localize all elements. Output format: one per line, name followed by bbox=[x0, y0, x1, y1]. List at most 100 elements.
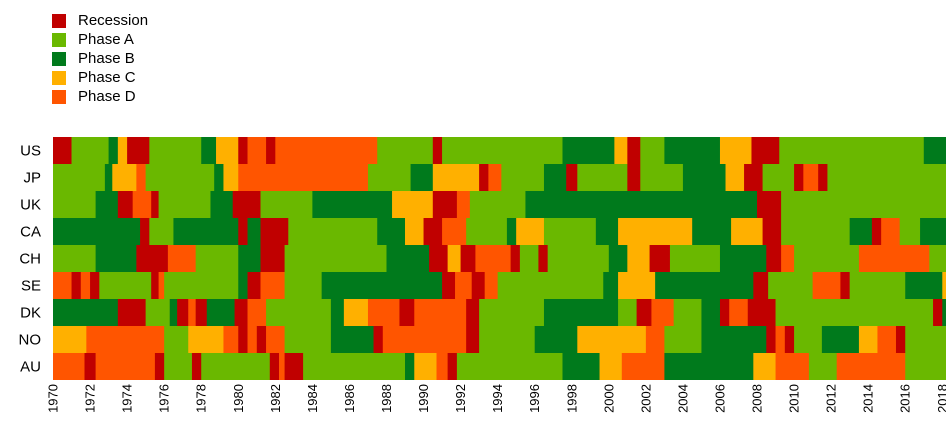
heatmap-cell bbox=[720, 299, 730, 326]
heatmap-cell bbox=[433, 137, 443, 164]
x-tick-label: 1994 bbox=[490, 384, 505, 413]
heatmap-cell bbox=[118, 137, 128, 164]
heatmap-cell bbox=[603, 272, 618, 299]
heatmap-cell bbox=[488, 164, 501, 191]
heatmap-cell bbox=[457, 353, 563, 380]
heatmap-cell bbox=[618, 272, 655, 299]
heatmap-cell bbox=[511, 245, 521, 272]
x-tick-label: 1978 bbox=[194, 384, 209, 413]
heatmap-cell bbox=[285, 326, 332, 353]
heatmap-row: SE bbox=[21, 272, 946, 299]
heatmap-cell bbox=[53, 137, 72, 164]
x-tick-label: 2018 bbox=[935, 384, 946, 413]
heatmap-cell bbox=[751, 137, 779, 164]
heatmap-cell bbox=[766, 245, 781, 272]
heatmap-cell bbox=[96, 245, 137, 272]
heatmap-cell bbox=[538, 245, 548, 272]
heatmap-cell bbox=[466, 218, 507, 245]
heatmap-cell bbox=[127, 137, 150, 164]
heatmap-cell bbox=[233, 191, 261, 218]
heatmap-row: DK bbox=[20, 299, 946, 326]
heatmap-cell bbox=[238, 272, 248, 299]
heatmap-cell bbox=[472, 272, 485, 299]
heatmap-cell bbox=[763, 164, 795, 191]
heatmap-cell bbox=[776, 353, 810, 380]
x-tick-label: 1982 bbox=[268, 384, 283, 413]
heatmap-cell bbox=[600, 353, 623, 380]
heatmap-cell bbox=[275, 137, 377, 164]
heatmap-cell bbox=[433, 164, 480, 191]
heatmap-cell bbox=[136, 245, 168, 272]
heatmap-cell bbox=[85, 353, 97, 380]
heatmap-cell bbox=[261, 272, 285, 299]
heatmap-cell bbox=[170, 299, 178, 326]
heatmap-cell bbox=[794, 245, 859, 272]
x-tick-label: 1986 bbox=[342, 384, 357, 413]
heatmap-cell bbox=[386, 245, 429, 272]
x-tick-label: 2002 bbox=[638, 384, 653, 413]
heatmap-cell bbox=[374, 326, 384, 353]
heatmap-cell bbox=[442, 272, 455, 299]
heatmap-cell bbox=[877, 326, 896, 353]
heatmap-cell bbox=[238, 137, 248, 164]
heatmap-row: US bbox=[20, 137, 946, 164]
heatmap-row: CH bbox=[19, 245, 946, 272]
heatmap-cell bbox=[196, 299, 208, 326]
heatmap-cell bbox=[525, 191, 757, 218]
heatmap-cell bbox=[261, 245, 285, 272]
heatmap-cell bbox=[896, 326, 906, 353]
x-tick-label: 1974 bbox=[120, 384, 135, 413]
heatmap-cell bbox=[312, 191, 392, 218]
row-label: DK bbox=[20, 305, 41, 322]
heatmap-cell bbox=[779, 137, 924, 164]
heatmap-cell bbox=[646, 326, 665, 353]
heatmap-cell bbox=[837, 353, 906, 380]
heatmap-cell bbox=[640, 164, 683, 191]
heatmap-cell bbox=[164, 353, 192, 380]
heatmap-cell bbox=[223, 164, 238, 191]
x-tick-label: 1990 bbox=[416, 384, 431, 413]
heatmap-cell bbox=[753, 353, 776, 380]
heatmap-cell bbox=[942, 299, 946, 326]
heatmap-cell bbox=[448, 353, 458, 380]
heatmap-cell bbox=[433, 191, 457, 218]
heatmap-cell bbox=[766, 326, 776, 353]
heatmap-cell bbox=[414, 299, 466, 326]
heatmap-cell bbox=[701, 299, 720, 326]
heatmap-cell bbox=[664, 326, 701, 353]
heatmap-cell bbox=[933, 299, 943, 326]
heatmap-cell bbox=[53, 353, 85, 380]
heatmap-cell bbox=[548, 245, 610, 272]
heatmap-cell bbox=[785, 326, 795, 353]
heatmap-cell bbox=[192, 353, 202, 380]
heatmap-cell bbox=[457, 191, 470, 218]
x-tick-label: 2000 bbox=[601, 384, 616, 413]
heatmap-cell bbox=[776, 326, 786, 353]
heatmap-cell bbox=[188, 299, 196, 326]
heatmap-row: NO bbox=[19, 326, 946, 353]
heatmap-cell bbox=[173, 218, 238, 245]
heatmap-cell bbox=[562, 353, 599, 380]
heatmap-cell bbox=[238, 164, 368, 191]
heatmap-cell bbox=[105, 164, 113, 191]
heatmap-cell bbox=[781, 191, 946, 218]
heatmap-cell bbox=[146, 164, 215, 191]
heatmap-cell bbox=[414, 353, 437, 380]
heatmap-row: CA bbox=[20, 218, 946, 245]
heatmap-cell bbox=[803, 164, 818, 191]
heatmap-cell bbox=[442, 137, 563, 164]
heatmap-cell bbox=[720, 137, 752, 164]
heatmap-cell bbox=[53, 299, 118, 326]
heatmap-cell bbox=[146, 299, 170, 326]
heatmap-cell bbox=[248, 272, 261, 299]
heatmap-cell bbox=[188, 326, 224, 353]
heatmap-cell bbox=[322, 272, 443, 299]
heatmap-row: AU bbox=[20, 353, 946, 380]
heatmap-cell bbox=[399, 299, 414, 326]
heatmap-cell bbox=[618, 299, 637, 326]
heatmap-cell bbox=[466, 326, 479, 353]
heatmap-cell bbox=[776, 299, 934, 326]
heatmap-cell bbox=[53, 272, 72, 299]
heatmap-cell bbox=[53, 245, 96, 272]
row-label: JP bbox=[23, 170, 41, 187]
